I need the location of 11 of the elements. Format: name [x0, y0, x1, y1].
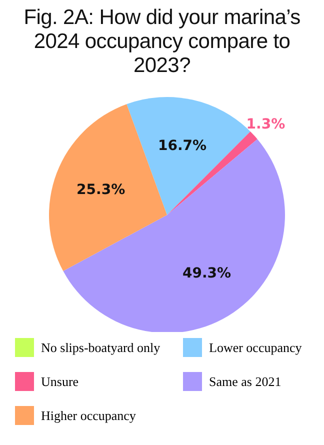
- data-label: 1.3%: [246, 116, 286, 132]
- data-label: 25.3%: [76, 182, 126, 198]
- legend-label: No slips-boatyard only: [41, 340, 160, 356]
- legend-label: Lower occupancy: [209, 340, 302, 356]
- pie-slice: [63, 139, 285, 332]
- data-label: 49.3%: [182, 266, 232, 282]
- legend-label: Unsure: [41, 374, 79, 390]
- legend-label: Higher occupancy: [41, 408, 136, 424]
- legend-label: Same as 2021: [209, 374, 282, 390]
- data-label: 16.7%: [158, 138, 207, 154]
- chart-title: Fig. 2A: How did your marina’s 2024 occupancy compare to 2023?: [22, 5, 302, 79]
